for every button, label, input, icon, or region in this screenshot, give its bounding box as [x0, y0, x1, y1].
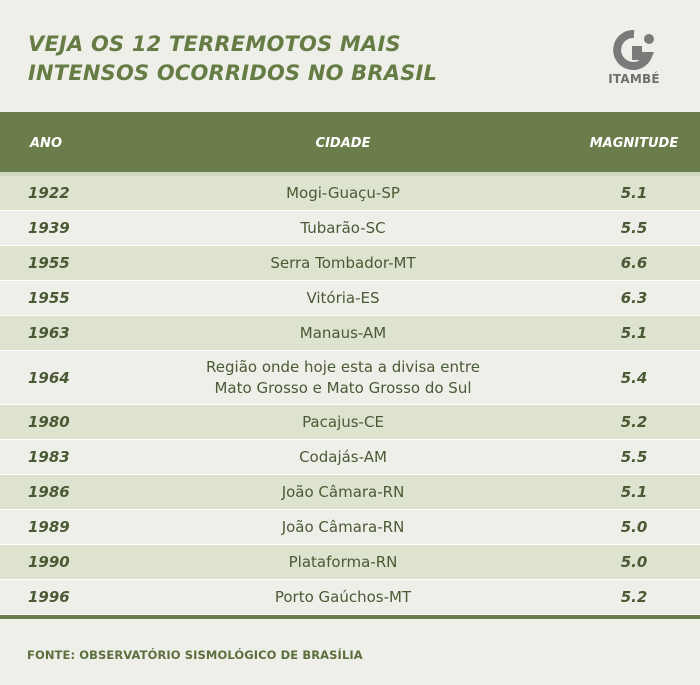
city-cell-line-1: Região onde hoje esta a divisa entre	[206, 357, 480, 376]
magnitude-cell: 6.3	[620, 289, 648, 307]
year-cell: 1939	[28, 219, 70, 237]
table-row: 1963 Manaus-AM 5.1	[0, 316, 700, 351]
magnitude-cell: 5.1	[620, 324, 648, 342]
table-row: 1986 João Câmara-RN 5.1	[0, 475, 700, 510]
magnitude-cell: 5.5	[620, 219, 648, 237]
table-row: 1939 Tubarão-SC 5.5	[0, 211, 700, 246]
year-cell: 1955	[28, 289, 70, 307]
magnitude-cell: 5.4	[620, 368, 648, 387]
year-cell: 1922	[28, 184, 70, 202]
city-cell: Vitória-ES	[306, 288, 380, 307]
table-body: 1922 Mogi-Guaçu-SP 5.1 1939 Tubarão-SC 5…	[0, 176, 700, 615]
year-cell: 1990	[28, 553, 70, 571]
year-cell: 1996	[28, 588, 70, 606]
header: VEJA OS 12 TERREMOTOS MAIS INTENSOS OCOR…	[0, 0, 700, 112]
city-cell: Mogi-Guaçu-SP	[286, 183, 400, 202]
magnitude-cell: 5.2	[620, 588, 648, 606]
magnitude-cell: 5.2	[620, 413, 648, 431]
table-row: 1955 Serra Tombador-MT 6.6	[0, 246, 700, 281]
table-row: 1990 Plataforma-RN 5.0	[0, 545, 700, 580]
year-cell: 1986	[28, 483, 70, 501]
magnitude-cell: 5.0	[620, 553, 648, 571]
column-header-city: CIDADE	[315, 136, 371, 151]
city-cell: João Câmara-RN	[281, 517, 405, 536]
magnitude-cell: 6.6	[620, 254, 648, 272]
column-header-year: ANO	[30, 136, 62, 151]
city-cell: João Câmara-RN	[281, 482, 405, 501]
table-header: ANO CIDADE MAGNITUDE	[0, 112, 700, 176]
table-row: 1955 Vitória-ES 6.3	[0, 281, 700, 316]
magnitude-cell: 5.1	[620, 184, 648, 202]
itambe-logo: ITAMBÉ	[602, 30, 666, 90]
year-cell: 1983	[28, 448, 70, 466]
itambe-logo-icon	[613, 30, 654, 70]
magnitude-cell: 5.5	[620, 448, 648, 466]
table-bottom-border	[0, 615, 700, 619]
source-note: FONTE: OBSERVATÓRIO SISMOLÓGICO DE BRASÍ…	[27, 648, 363, 662]
table-row: 1996 Porto Gaúchos-MT 5.2	[0, 580, 700, 615]
city-cell: Porto Gaúchos-MT	[274, 587, 412, 606]
city-cell: Tubarão-SC	[300, 218, 386, 237]
city-cell: Manaus-AM	[299, 323, 387, 342]
city-cell: Plataforma-RN	[288, 552, 398, 571]
page-title: VEJA OS 12 TERREMOTOS MAIS INTENSOS OCOR…	[28, 30, 437, 88]
page-title-line-1: VEJA OS 12 TERREMOTOS MAIS	[28, 32, 401, 56]
city-cell: Codajás-AM	[299, 447, 387, 466]
year-cell: 1964	[28, 368, 70, 387]
column-header-magnitude: MAGNITUDE	[589, 136, 679, 151]
table-row: 1989 João Câmara-RN 5.0	[0, 510, 700, 545]
city-cell: Serra Tombador-MT	[270, 253, 416, 272]
year-cell: 1963	[28, 324, 70, 342]
city-cell: Região onde hoje esta a divisa entre Mat…	[0, 351, 686, 404]
table-row: 1964 Região onde hoje esta a divisa entr…	[0, 351, 700, 405]
year-cell: 1980	[28, 413, 70, 431]
city-cell: Pacajus-CE	[302, 412, 384, 431]
earthquake-table: ANO CIDADE MAGNITUDE 1922 Mogi-Guaçu-SP …	[0, 112, 700, 619]
table-row: 1980 Pacajus-CE 5.2	[0, 405, 700, 440]
city-cell-line-2: Mato Grosso e Mato Grosso do Sul	[214, 378, 472, 397]
magnitude-cell: 5.1	[620, 483, 648, 501]
year-cell: 1989	[28, 518, 70, 536]
magnitude-cell: 5.0	[620, 518, 648, 536]
year-cell: 1955	[28, 254, 70, 272]
table-row: 1983 Codajás-AM 5.5	[0, 440, 700, 475]
page-title-line-2: INTENSOS OCORRIDOS NO BRASIL	[28, 61, 438, 85]
table-row: 1922 Mogi-Guaçu-SP 5.1	[0, 176, 700, 211]
logo-text: ITAMBÉ	[608, 72, 660, 86]
